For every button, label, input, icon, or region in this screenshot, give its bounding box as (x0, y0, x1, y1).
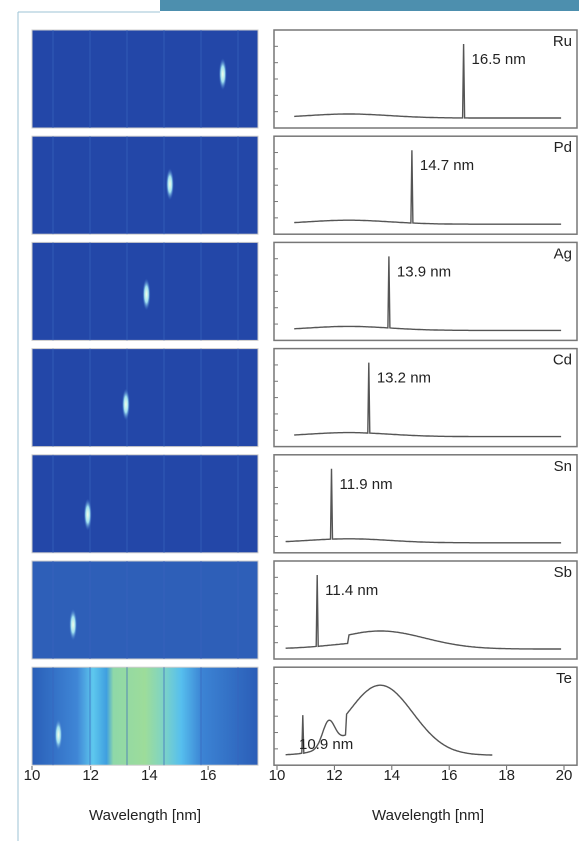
image-streak (52, 561, 54, 659)
image-streak (52, 455, 54, 553)
spectral-image-panel (32, 667, 258, 765)
spectral-image-panel (32, 349, 258, 447)
spectrum-panel (274, 349, 577, 447)
peak-label: 16.5 nm (472, 51, 526, 68)
image-streak (52, 242, 54, 340)
peak-label: 11.4 nm (325, 582, 378, 599)
image-streak (163, 242, 165, 340)
image-streak (200, 561, 202, 659)
image-streak (52, 136, 54, 234)
spectral-image-panel (32, 455, 258, 553)
image-streak (89, 349, 91, 447)
spectrum-panel (274, 30, 577, 128)
image-streak (126, 136, 128, 234)
element-label: Pd (554, 139, 572, 156)
image-streak (200, 455, 202, 553)
image-streak (163, 30, 165, 128)
figure: 10 12 14 16 Wavelength [nm] Ru 16.5 nm Pd 14.7 n… (0, 0, 579, 841)
emission-spot (54, 719, 62, 751)
emission-spot (84, 499, 92, 531)
plots: 10 12 14 16 Wavelength [nm] Ru 16.5 nm Pd 14.7 n… (24, 30, 577, 824)
image-streak (200, 349, 202, 447)
peak-label: 10.9 nm (299, 736, 353, 753)
element-label: Ru (553, 33, 572, 50)
spectral-image-panel (32, 136, 258, 234)
emission-spot (69, 609, 77, 641)
x-tick-label: 18 (498, 767, 515, 784)
header-bar (160, 0, 579, 11)
emission-spot (122, 388, 130, 420)
image-streak (126, 455, 128, 553)
x-tick-label: 16 (441, 767, 458, 784)
element-label: Sb (554, 564, 572, 581)
image-streak (200, 136, 202, 234)
x-tick-label: 16 (200, 767, 217, 784)
element-label: Sn (554, 458, 572, 475)
image-streak (89, 30, 91, 128)
image-streak (163, 561, 165, 659)
emission-spot (166, 168, 174, 200)
image-streak (126, 242, 128, 340)
image-streak (126, 30, 128, 128)
image-streak (126, 667, 128, 765)
peak-label: 14.7 nm (420, 157, 474, 174)
spectrum-panel (274, 561, 577, 659)
image-streak (237, 667, 239, 765)
image-streak (89, 667, 91, 765)
x-axis-label: Wavelength [nm] (372, 807, 484, 824)
image-streak (200, 667, 202, 765)
peak-label: 13.2 nm (377, 370, 431, 387)
image-streak (89, 242, 91, 340)
image-streak (52, 667, 54, 765)
x-tick-label: 20 (556, 767, 573, 784)
image-streak (237, 349, 239, 447)
image-streak (200, 242, 202, 340)
x-tick-label: 10 (269, 767, 286, 784)
spectrum-panel (274, 242, 577, 340)
image-streak (52, 349, 54, 447)
image-streak (163, 349, 165, 447)
x-tick-label: 14 (383, 767, 400, 784)
image-streak (237, 136, 239, 234)
element-label: Te (556, 670, 572, 687)
image-streak (89, 136, 91, 234)
emission-spot (142, 278, 150, 310)
image-streak (89, 561, 91, 659)
image-streak (126, 561, 128, 659)
image-streak (163, 667, 165, 765)
x-tick-label: 14 (141, 767, 158, 784)
x-tick-label: 10 (24, 767, 41, 784)
image-streak (200, 30, 202, 128)
x-tick-label: 12 (326, 767, 343, 784)
x-axis-label: Wavelength [nm] (89, 807, 201, 824)
spectrum-panel (274, 136, 577, 234)
spectrum-panel (274, 455, 577, 553)
image-streak (237, 455, 239, 553)
image-streak (163, 136, 165, 234)
page: 10 12 14 16 Wavelength [nm] Ru 16.5 nm Pd 14.7 n… (0, 0, 579, 841)
image-streak (52, 30, 54, 128)
element-label: Cd (553, 352, 572, 369)
image-streak (237, 30, 239, 128)
peak-label: 13.9 nm (397, 263, 451, 280)
image-streak (163, 455, 165, 553)
image-streak (237, 561, 239, 659)
image-streak (237, 242, 239, 340)
x-tick-label: 12 (82, 767, 99, 784)
emission-spot (219, 58, 227, 90)
element-label: Ag (554, 245, 572, 262)
spectral-image-panel (32, 561, 258, 659)
peak-label: 11.9 nm (340, 476, 393, 493)
